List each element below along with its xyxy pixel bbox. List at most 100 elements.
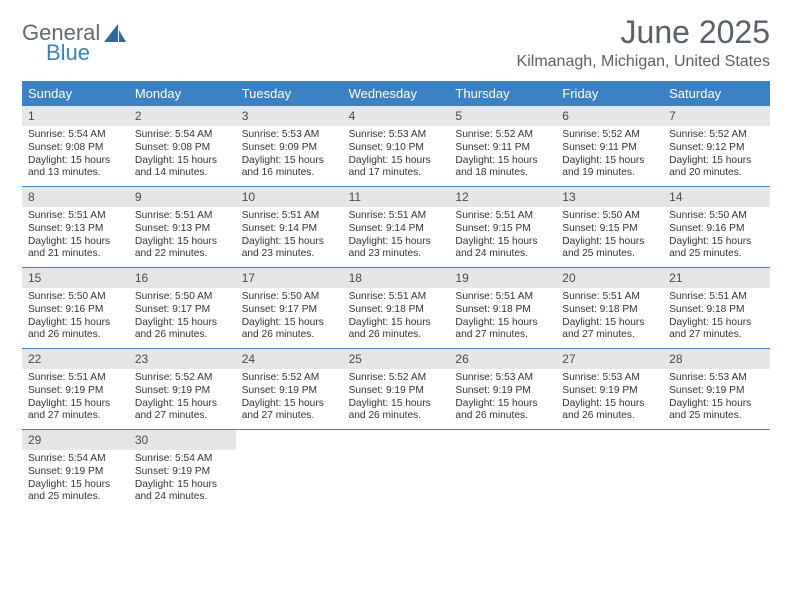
sunset-line: Sunset: 9:19 PM (242, 385, 337, 398)
day-cell: Sunrise: 5:51 AMSunset: 9:14 PMDaylight:… (343, 207, 450, 267)
page-title: June 2025 (517, 14, 770, 51)
daylight-line: and 27 minutes. (669, 329, 764, 342)
sunrise-line: Sunrise: 5:52 AM (669, 129, 764, 142)
daylight-line: Daylight: 15 hours (28, 317, 123, 330)
day-cell: Sunrise: 5:51 AMSunset: 9:18 PMDaylight:… (663, 288, 770, 348)
dow-mon: Monday (129, 81, 236, 106)
daylight-line: Daylight: 15 hours (455, 155, 550, 168)
daylight-line: Daylight: 15 hours (349, 155, 444, 168)
day-cell: Sunrise: 5:51 AMSunset: 9:18 PMDaylight:… (556, 288, 663, 348)
day-number: 28 (663, 349, 770, 369)
sunrise-line: Sunrise: 5:51 AM (455, 291, 550, 304)
sunrise-line: Sunrise: 5:53 AM (562, 372, 657, 385)
daylight-line: and 26 minutes. (349, 410, 444, 423)
day-number: 20 (556, 268, 663, 288)
daylight-line: and 18 minutes. (455, 167, 550, 180)
day-number (236, 430, 343, 450)
week-row: Sunrise: 5:54 AMSunset: 9:08 PMDaylight:… (22, 126, 770, 187)
title-block: June 2025 Kilmanagh, Michigan, United St… (517, 14, 770, 71)
sunset-line: Sunset: 9:15 PM (562, 223, 657, 236)
sunrise-line: Sunrise: 5:51 AM (28, 372, 123, 385)
daylight-line: Daylight: 15 hours (562, 398, 657, 411)
daylight-line: Daylight: 15 hours (562, 236, 657, 249)
daylight-line: and 26 minutes. (562, 410, 657, 423)
daylight-line: Daylight: 15 hours (349, 236, 444, 249)
day-number: 12 (449, 187, 556, 207)
day-number: 16 (129, 268, 236, 288)
sunset-line: Sunset: 9:19 PM (135, 466, 230, 479)
daylight-line: and 25 minutes. (28, 491, 123, 504)
sunset-line: Sunset: 9:19 PM (669, 385, 764, 398)
sunrise-line: Sunrise: 5:50 AM (562, 210, 657, 223)
day-cell: Sunrise: 5:51 AMSunset: 9:18 PMDaylight:… (343, 288, 450, 348)
sunset-line: Sunset: 9:19 PM (349, 385, 444, 398)
daylight-line: and 25 minutes. (669, 410, 764, 423)
sunset-line: Sunset: 9:08 PM (135, 142, 230, 155)
day-cell: Sunrise: 5:54 AMSunset: 9:19 PMDaylight:… (129, 450, 236, 510)
daylight-line: Daylight: 15 hours (135, 155, 230, 168)
day-cell (449, 450, 556, 510)
day-cell: Sunrise: 5:54 AMSunset: 9:08 PMDaylight:… (129, 126, 236, 186)
daylight-line: Daylight: 15 hours (28, 155, 123, 168)
day-number: 4 (343, 106, 450, 126)
daylight-line: and 26 minutes. (455, 410, 550, 423)
day-cell: Sunrise: 5:51 AMSunset: 9:15 PMDaylight:… (449, 207, 556, 267)
day-cell: Sunrise: 5:51 AMSunset: 9:13 PMDaylight:… (129, 207, 236, 267)
sunrise-line: Sunrise: 5:54 AM (135, 129, 230, 142)
sunrise-line: Sunrise: 5:51 AM (349, 291, 444, 304)
daylight-line: and 27 minutes. (28, 410, 123, 423)
day-number: 1 (22, 106, 129, 126)
daylight-line: and 19 minutes. (562, 167, 657, 180)
day-cell: Sunrise: 5:50 AMSunset: 9:17 PMDaylight:… (236, 288, 343, 348)
sunrise-line: Sunrise: 5:52 AM (455, 129, 550, 142)
daylight-line: Daylight: 15 hours (242, 317, 337, 330)
day-number: 29 (22, 430, 129, 450)
daylight-line: Daylight: 15 hours (135, 398, 230, 411)
daylight-line: Daylight: 15 hours (455, 236, 550, 249)
daylight-line: Daylight: 15 hours (135, 479, 230, 492)
daylight-line: Daylight: 15 hours (242, 236, 337, 249)
sunset-line: Sunset: 9:19 PM (562, 385, 657, 398)
day-number: 11 (343, 187, 450, 207)
day-cell (663, 450, 770, 510)
logo: General Blue (22, 14, 126, 46)
daylight-line: and 26 minutes. (349, 329, 444, 342)
day-cell: Sunrise: 5:50 AMSunset: 9:16 PMDaylight:… (22, 288, 129, 348)
sunrise-line: Sunrise: 5:52 AM (135, 372, 230, 385)
calendar-body: 1234567Sunrise: 5:54 AMSunset: 9:08 PMDa… (22, 106, 770, 510)
day-number: 19 (449, 268, 556, 288)
daylight-line: and 17 minutes. (349, 167, 444, 180)
week-row: Sunrise: 5:51 AMSunset: 9:13 PMDaylight:… (22, 207, 770, 268)
sunrise-line: Sunrise: 5:53 AM (455, 372, 550, 385)
daynum-row: 1234567 (22, 106, 770, 126)
day-number: 17 (236, 268, 343, 288)
daylight-line: Daylight: 15 hours (242, 155, 337, 168)
sunrise-line: Sunrise: 5:51 AM (242, 210, 337, 223)
sunset-line: Sunset: 9:16 PM (669, 223, 764, 236)
day-cell: Sunrise: 5:50 AMSunset: 9:15 PMDaylight:… (556, 207, 663, 267)
logo-sail-icon (104, 24, 126, 42)
daylight-line: and 26 minutes. (28, 329, 123, 342)
daylight-line: and 27 minutes. (135, 410, 230, 423)
day-number: 27 (556, 349, 663, 369)
daylight-line: Daylight: 15 hours (669, 155, 764, 168)
sunrise-line: Sunrise: 5:50 AM (669, 210, 764, 223)
header: General Blue June 2025 Kilmanagh, Michig… (22, 14, 770, 71)
sunset-line: Sunset: 9:11 PM (562, 142, 657, 155)
sunrise-line: Sunrise: 5:51 AM (135, 210, 230, 223)
daylight-line: Daylight: 15 hours (669, 236, 764, 249)
day-cell: Sunrise: 5:51 AMSunset: 9:19 PMDaylight:… (22, 369, 129, 429)
sunset-line: Sunset: 9:19 PM (455, 385, 550, 398)
daylight-line: and 24 minutes. (455, 248, 550, 261)
sunset-line: Sunset: 9:11 PM (455, 142, 550, 155)
day-number: 5 (449, 106, 556, 126)
day-cell: Sunrise: 5:52 AMSunset: 9:11 PMDaylight:… (449, 126, 556, 186)
daylight-line: Daylight: 15 hours (562, 317, 657, 330)
daylight-line: Daylight: 15 hours (135, 236, 230, 249)
sunset-line: Sunset: 9:15 PM (455, 223, 550, 236)
daylight-line: and 26 minutes. (242, 329, 337, 342)
daylight-line: Daylight: 15 hours (28, 236, 123, 249)
dow-sat: Saturday (663, 81, 770, 106)
day-number (343, 430, 450, 450)
day-cell (556, 450, 663, 510)
